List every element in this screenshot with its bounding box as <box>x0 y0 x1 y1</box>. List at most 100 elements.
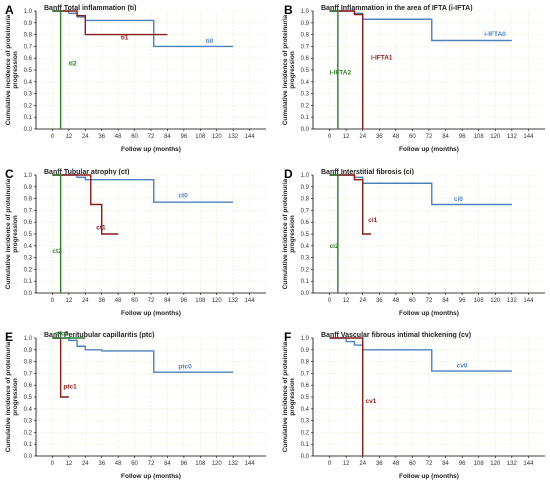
y-tick-label: 0.7 <box>301 371 310 377</box>
y-tick-label: 1.0 <box>24 336 33 342</box>
x-tick-label: 72 <box>426 298 433 304</box>
x-tick-label: 96 <box>459 461 466 467</box>
x-tick-label: 48 <box>115 298 122 304</box>
x-tick-label: 24 <box>82 461 89 467</box>
y-tick-label: 0.5 <box>24 395 33 401</box>
y-axis-label: Cumulative incidence of proteinuria <box>5 178 12 289</box>
x-tick-label: 24 <box>359 461 366 467</box>
x-axis-label: Follow up (months) <box>121 473 181 480</box>
chart-title: Banff Total inflammation (ti) <box>44 5 136 12</box>
y-tick-label: 0.6 <box>24 220 33 226</box>
series-label-ptc2: ptc2 <box>55 331 69 338</box>
y-tick-label: 0.7 <box>301 44 310 50</box>
panel-letter: B <box>284 3 293 17</box>
chart-title: Banff Tubular atrophy (ct) <box>44 169 129 176</box>
y-tick-label: 0.8 <box>301 360 310 366</box>
y-tick-label: 0.1 <box>24 279 33 285</box>
x-tick-label: 96 <box>181 461 188 467</box>
x-tick-label: 48 <box>393 134 400 140</box>
x-tick-label: 36 <box>98 298 105 304</box>
y-tick-label: 0.9 <box>24 21 33 27</box>
series-line-ct0 <box>52 174 234 203</box>
y-tick-label: 1.0 <box>301 9 310 15</box>
x-tick-label: 24 <box>82 298 89 304</box>
x-tick-label: 132 <box>228 134 239 140</box>
x-tick-label: 108 <box>195 461 206 467</box>
y-tick-label: 0.4 <box>24 244 33 250</box>
series-label-ct0: ct0 <box>178 192 188 199</box>
x-tick-label: 120 <box>212 298 223 304</box>
y-tick-label: 0.2 <box>24 267 33 273</box>
series-line-i-ifta1 <box>329 10 364 129</box>
x-tick-label: 0 <box>51 298 55 304</box>
y-axis-label: progression <box>289 215 296 253</box>
chart-title: Banff Inflammation in the area of IFTA (… <box>321 5 473 12</box>
y-tick-label: 1.0 <box>301 173 310 179</box>
x-tick-label: 72 <box>426 461 433 467</box>
y-tick-label: 0.3 <box>24 92 33 98</box>
chart-title: Banff Peritubular capillaritis (ptc) <box>44 332 154 339</box>
series-line-ti1 <box>52 10 168 36</box>
series-label-ct1: ct1 <box>96 224 106 231</box>
series-label-cv1: cv1 <box>365 398 376 405</box>
y-tick-label: 0.8 <box>24 197 33 203</box>
y-tick-label: 0.3 <box>301 92 310 98</box>
y-axis-label: Cumulative incidence of proteinuria <box>5 14 12 125</box>
panel-letter: E <box>5 330 13 344</box>
panel-f: F Banff Vascular fibrous intimal thickeni… <box>282 330 545 480</box>
panel-letter: A <box>5 3 14 17</box>
x-tick-label: 24 <box>82 134 89 140</box>
chart-title: Banff Interstitial fibrosis (ci) <box>321 169 414 176</box>
x-tick-label: 12 <box>343 298 350 304</box>
x-tick-label: 60 <box>131 461 138 467</box>
y-tick-label: 0.9 <box>24 348 33 354</box>
panel-letter: C <box>5 167 14 181</box>
x-tick-label: 96 <box>181 134 188 140</box>
series-line-cv1 <box>329 337 364 456</box>
series-line-ct2 <box>52 174 62 293</box>
y-tick-label: 0.2 <box>301 430 310 436</box>
x-tick-label: 12 <box>343 134 350 140</box>
x-tick-label: 108 <box>195 134 206 140</box>
series-label-i-ifta1: i-IFTA1 <box>371 54 393 61</box>
y-tick-label: 0.8 <box>24 360 33 366</box>
x-tick-label: 48 <box>393 461 400 467</box>
x-tick-label: 132 <box>507 298 518 304</box>
x-tick-label: 132 <box>507 134 518 140</box>
series-label-ti0: ti0 <box>206 38 214 45</box>
x-tick-label: 120 <box>490 134 501 140</box>
x-tick-label: 120 <box>212 134 223 140</box>
y-tick-label: 0.3 <box>301 419 310 425</box>
panel-letter: D <box>284 167 293 181</box>
x-tick-label: 36 <box>376 461 383 467</box>
series-line-ci2 <box>329 174 339 293</box>
y-tick-label: 0.3 <box>24 419 33 425</box>
y-tick-label: 1.0 <box>24 173 33 179</box>
y-tick-label: 0.0 <box>24 454 33 460</box>
y-tick-label: 0.3 <box>24 256 33 262</box>
y-tick-label: 0.4 <box>301 80 310 86</box>
x-axis-label: Follow up (months) <box>121 310 181 317</box>
x-tick-label: 60 <box>131 134 138 140</box>
y-tick-label: 0.7 <box>24 208 33 214</box>
panel-d: D Banff Interstitial fibrosis (ci) 0 12 24 36… <box>282 167 545 317</box>
series-label-ptc0: ptc0 <box>178 364 192 371</box>
x-axis-label: Follow up (months) <box>399 310 459 317</box>
y-tick-label: 0.4 <box>24 407 33 413</box>
panel-e: E Banff Peritubular capillaritis (ptc) 0 12… <box>5 330 266 480</box>
y-tick-label: 1.0 <box>24 9 33 15</box>
series-label-ti2: ti2 <box>69 60 77 67</box>
series-line-ct1 <box>52 174 119 235</box>
y-tick-label: 0.2 <box>24 430 33 436</box>
y-tick-label: 0.9 <box>301 348 310 354</box>
x-tick-label: 132 <box>507 461 518 467</box>
y-axis-label: Cumulative incidence of proteinuria <box>282 178 289 289</box>
y-tick-label: 0.4 <box>301 407 310 413</box>
y-tick-label: 0.4 <box>301 244 310 250</box>
series-label-ct2: ct2 <box>52 248 62 255</box>
x-tick-label: 144 <box>523 134 534 140</box>
x-tick-label: 120 <box>490 298 501 304</box>
panel-c: C Banff Tubular atrophy (ct) 0 12 24 36 48 60 72… <box>5 167 266 317</box>
series-line-ptc0 <box>52 337 234 373</box>
y-tick-label: 0.3 <box>301 256 310 262</box>
